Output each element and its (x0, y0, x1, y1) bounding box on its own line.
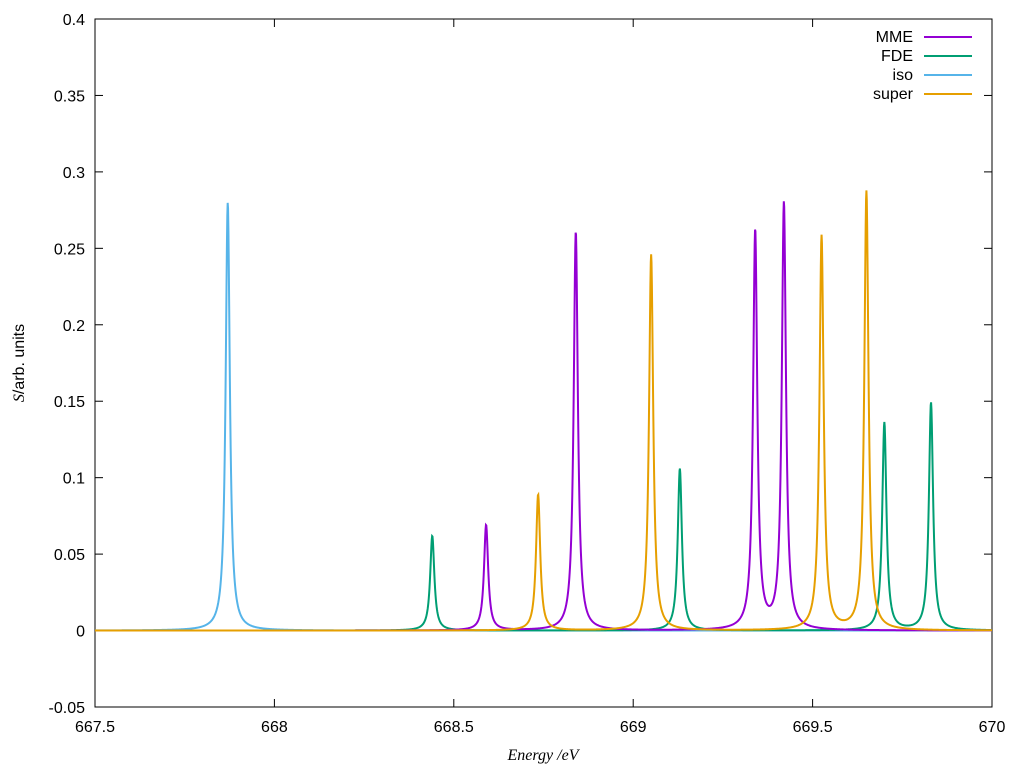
series-line-super (95, 190, 992, 632)
x-tick-label: 667.5 (75, 719, 115, 736)
y-axis-title-unit: /arb. units (11, 324, 28, 394)
legend: MME FDE iso super (873, 29, 972, 103)
x-tick-label: 670 (979, 719, 1006, 736)
x-axis-title: Energy /eV (507, 747, 581, 764)
x-tick-label: 668.5 (434, 719, 474, 736)
series-line-iso (95, 202, 992, 632)
y-tick-label: 0.3 (63, 165, 85, 182)
plot-frame (94, 18, 993, 708)
y-tick-label: 0.15 (54, 394, 85, 411)
legend-label-iso: iso (893, 67, 914, 84)
legend-label-super: super (873, 86, 914, 103)
y-tick-label: 0 (76, 624, 85, 641)
y-tick-label: 0.1 (63, 471, 85, 488)
axis-ticks: 667.5 668 668.5 669 669.5 670 -0.05 0 0.05 0.1 0.1… (49, 12, 1006, 736)
x-tick-label: 668 (261, 719, 288, 736)
y-tick-label: 0.2 (63, 318, 85, 335)
series-lines (95, 190, 992, 632)
legend-label-fde: FDE (881, 48, 913, 65)
y-tick-label: 0.25 (54, 241, 85, 258)
y-tick-label: -0.05 (49, 700, 86, 717)
y-axis-title: S/arb. units (11, 324, 28, 402)
y-tick-label: 0.35 (54, 88, 85, 105)
x-tick-label: 669.5 (793, 719, 833, 736)
y-tick-label: 0.05 (54, 547, 85, 564)
y-tick-label: 0.4 (63, 12, 85, 29)
x-tick-label: 669 (620, 719, 647, 736)
legend-label-mme: MME (876, 29, 913, 46)
y-axis-title-symbol: S (11, 394, 28, 402)
